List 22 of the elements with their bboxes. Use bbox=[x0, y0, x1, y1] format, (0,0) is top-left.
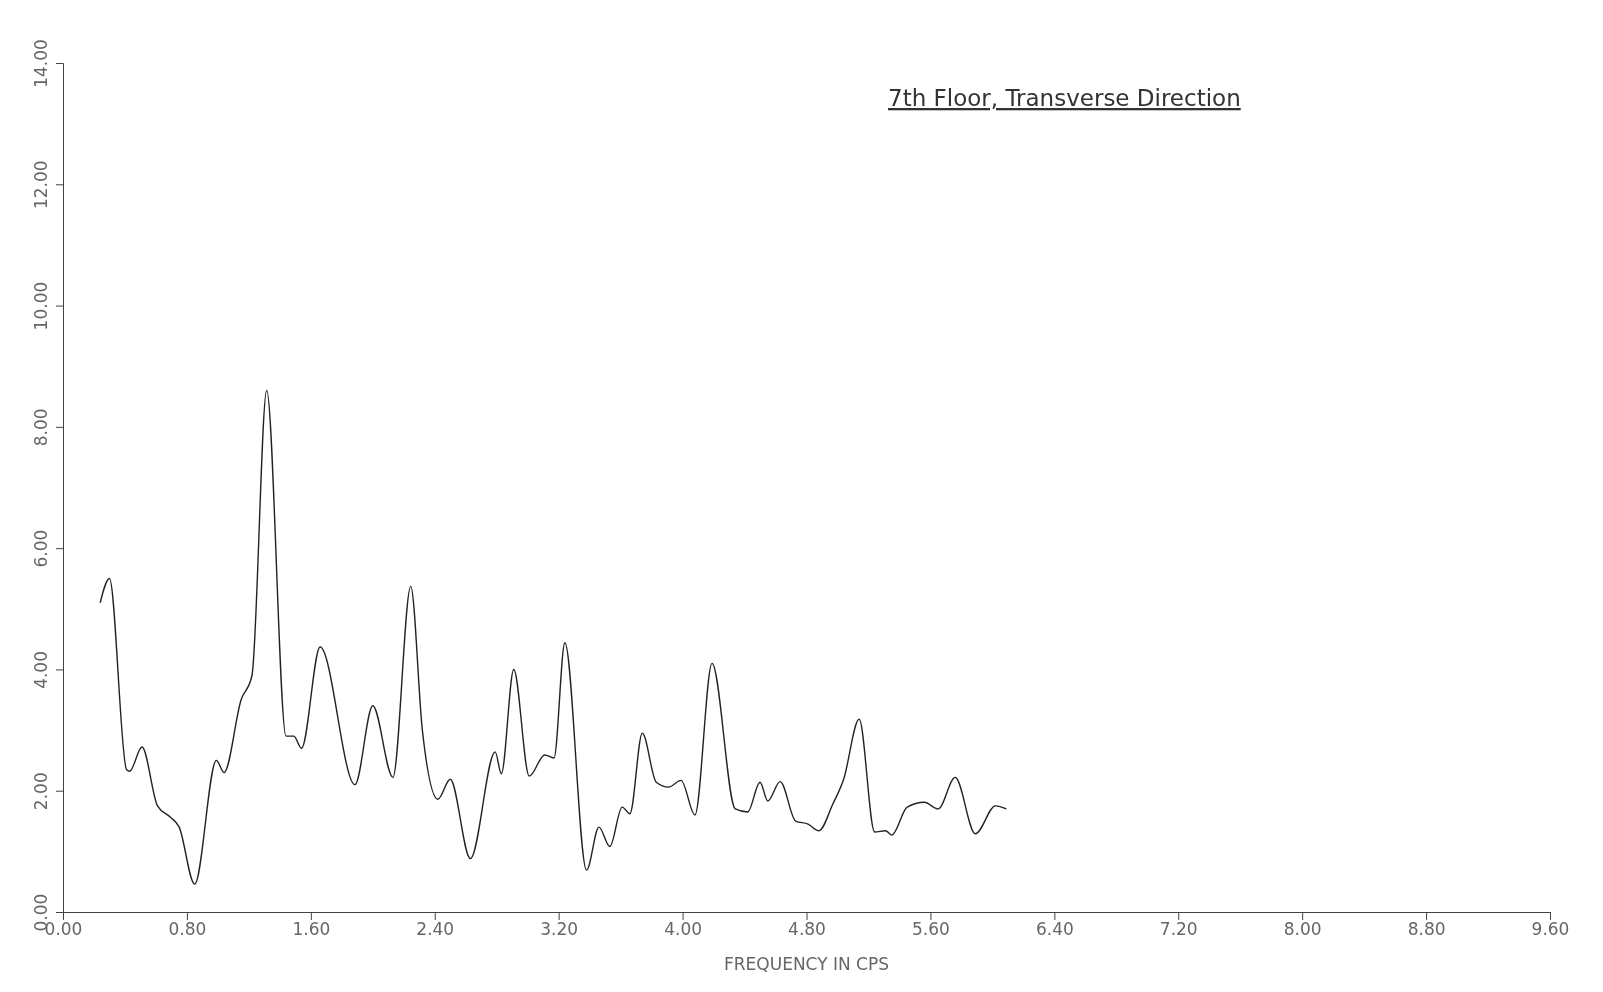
x-tick-label: 6.40 bbox=[1035, 919, 1074, 940]
x-axis-title: FREQUENCY IN CPS bbox=[723, 954, 890, 974]
x-tick-label: 8.80 bbox=[1407, 919, 1446, 940]
x-tick-label: 1.60 bbox=[292, 919, 331, 940]
x-tick-label: 5.60 bbox=[911, 919, 950, 940]
y-tick-label: 4.00 bbox=[31, 651, 51, 689]
x-tick-label: 4.00 bbox=[664, 919, 703, 940]
x-tick-label: 4.80 bbox=[788, 919, 826, 940]
x-tick-label: 9.60 bbox=[1531, 919, 1570, 940]
x-tick-label: 2.40 bbox=[416, 919, 455, 940]
y-tick-label: 6.00 bbox=[31, 529, 51, 568]
y-tick-label: 10.00 bbox=[31, 281, 51, 331]
y-tick-label: 14.00 bbox=[31, 39, 51, 88]
x-tick-label: 0.80 bbox=[168, 919, 207, 940]
y-tick-label: 8.00 bbox=[31, 408, 51, 447]
text: 7th Floor, Transverse Direction bbox=[888, 85, 1241, 111]
x-tick-label: 7.20 bbox=[1159, 919, 1198, 940]
x-tick-label: 3.20 bbox=[540, 919, 579, 940]
x-tick-label: 8.00 bbox=[1283, 919, 1322, 940]
y-tick-label: 2.00 bbox=[31, 772, 51, 811]
y-tick-label: 12.00 bbox=[31, 160, 51, 210]
line-series bbox=[99, 389, 1008, 885]
